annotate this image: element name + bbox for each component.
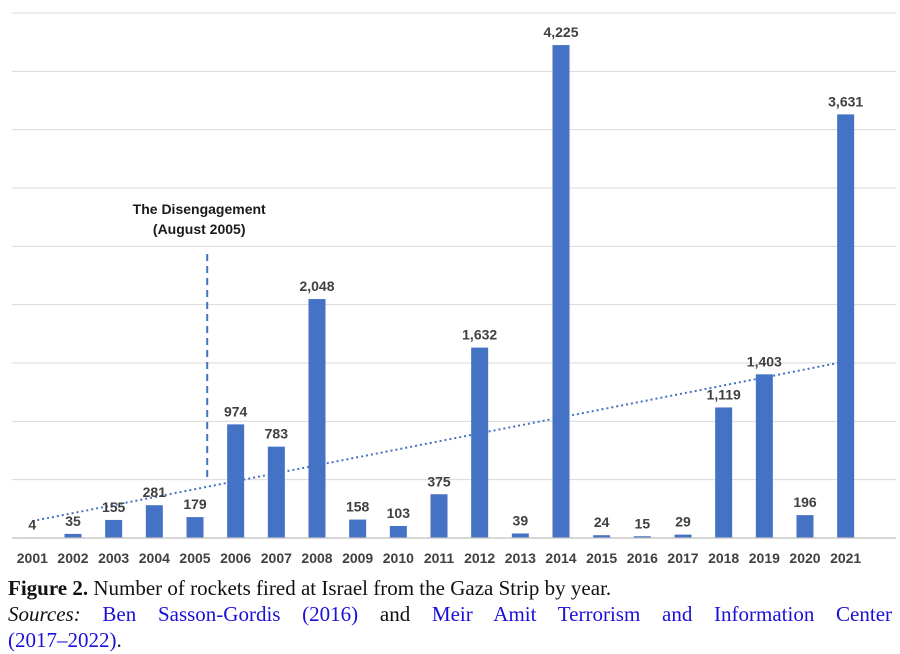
figure-label: Figure 2. — [8, 576, 89, 600]
x-tick-2007: 2007 — [261, 550, 292, 566]
x-tick-2021: 2021 — [830, 550, 861, 566]
data-label-2006: 974 — [224, 403, 248, 419]
x-tick-2008: 2008 — [301, 550, 332, 566]
bar-2011 — [430, 494, 448, 538]
data-label-2016: 15 — [635, 515, 651, 531]
bar-2016 — [633, 536, 651, 538]
x-axis-ticks: 2001 2002 2003 2004 2005 2006 2007 2008 2009 2010… — [17, 550, 862, 566]
data-label-2003: 155 — [102, 499, 126, 515]
x-tick-2001: 2001 — [17, 550, 48, 566]
annotation-title: The Disengagement — [133, 201, 266, 217]
bar-2009 — [349, 519, 367, 538]
data-label-2007: 783 — [265, 426, 289, 442]
x-tick-2010: 2010 — [383, 550, 414, 566]
data-label-2009: 158 — [346, 499, 370, 515]
sources-connector: and — [379, 602, 411, 626]
x-tick-2015: 2015 — [586, 550, 617, 566]
bar-2012 — [471, 347, 489, 538]
bar-2014 — [552, 45, 570, 538]
caption-line-2: Sources: Ben Sasson-Gordis (2016) and Me… — [8, 601, 892, 627]
data-label-2012: 1,632 — [462, 327, 497, 343]
annotation-date: (August 2005) — [153, 221, 246, 237]
trendline — [32, 360, 846, 523]
data-label-2008: 2,048 — [299, 278, 334, 294]
x-tick-2014: 2014 — [545, 550, 576, 566]
source-link-meir-amit-years[interactable]: (2017–2022) — [8, 628, 117, 652]
bar-2013 — [511, 533, 529, 538]
figure-caption: Figure 2. Number of rockets fired at Isr… — [8, 575, 892, 653]
caption-line-1: Figure 2. Number of rockets fired at Isr… — [8, 575, 892, 601]
rockets-bar-chart: The Disengagement (August 2005) 4 35 155 28… — [12, 12, 896, 566]
data-label-2017: 29 — [675, 514, 691, 530]
data-label-2018: 1,119 — [707, 386, 741, 402]
x-tick-2004: 2004 — [139, 550, 170, 566]
x-tick-2006: 2006 — [220, 550, 251, 566]
bar-2010 — [389, 525, 407, 538]
data-label-2010: 103 — [387, 505, 411, 521]
figure-description: Number of rockets fired at Israel from t… — [88, 576, 612, 600]
data-label-2011: 375 — [427, 473, 451, 489]
bar-2002 — [64, 533, 82, 538]
x-tick-2020: 2020 — [789, 550, 820, 566]
data-label-2019: 1,403 — [747, 353, 782, 369]
x-tick-2018: 2018 — [708, 550, 739, 566]
bar-2004 — [145, 505, 163, 538]
bars — [23, 45, 855, 539]
x-tick-2005: 2005 — [179, 550, 210, 566]
x-tick-2011: 2011 — [424, 550, 455, 566]
bar-2003 — [105, 519, 123, 538]
data-label-2005: 179 — [183, 496, 207, 512]
x-tick-2019: 2019 — [749, 550, 780, 566]
data-label-2002: 35 — [65, 513, 81, 529]
data-label-2001: 4 — [28, 517, 36, 533]
bar-2017 — [674, 534, 692, 538]
bar-2021 — [837, 114, 855, 538]
data-label-2013: 39 — [513, 512, 529, 528]
data-labels: 4 35 155 281 179 974 783 2,048 158 103 375 1,632 39 4… — [28, 24, 863, 532]
x-tick-2002: 2002 — [57, 550, 88, 566]
disengagement-annotation: The Disengagement (August 2005) — [133, 201, 266, 478]
bar-2007 — [267, 446, 285, 538]
x-tick-2016: 2016 — [627, 550, 658, 566]
data-label-2015: 24 — [594, 514, 610, 530]
bar-2015 — [593, 535, 611, 538]
x-tick-2017: 2017 — [667, 550, 698, 566]
bar-2018 — [715, 407, 733, 538]
bar-2008 — [308, 299, 326, 538]
caption-end: . — [116, 628, 122, 652]
data-label-2004: 281 — [143, 484, 167, 500]
caption-line-3: (2017–2022). — [8, 627, 892, 653]
x-tick-2003: 2003 — [98, 550, 129, 566]
x-tick-2013: 2013 — [505, 550, 536, 566]
data-label-2021: 3,631 — [828, 93, 863, 109]
bar-2005 — [186, 517, 204, 538]
x-tick-2012: 2012 — [464, 550, 495, 566]
bar-2006 — [227, 424, 245, 538]
source-link-ben-sasson[interactable]: Ben Sasson-Gordis (2016) — [102, 602, 359, 626]
source-link-meir-amit[interactable]: Meir Amit Terrorism and Information Cent… — [431, 602, 893, 626]
data-label-2014: 4,225 — [543, 24, 578, 40]
x-tick-2009: 2009 — [342, 550, 373, 566]
linear-trendline — [32, 360, 846, 523]
data-label-2020: 196 — [793, 494, 817, 510]
gridlines — [12, 12, 896, 481]
bar-2020 — [796, 515, 814, 538]
bar-2019 — [755, 374, 773, 538]
sources-label: Sources: — [8, 602, 81, 626]
